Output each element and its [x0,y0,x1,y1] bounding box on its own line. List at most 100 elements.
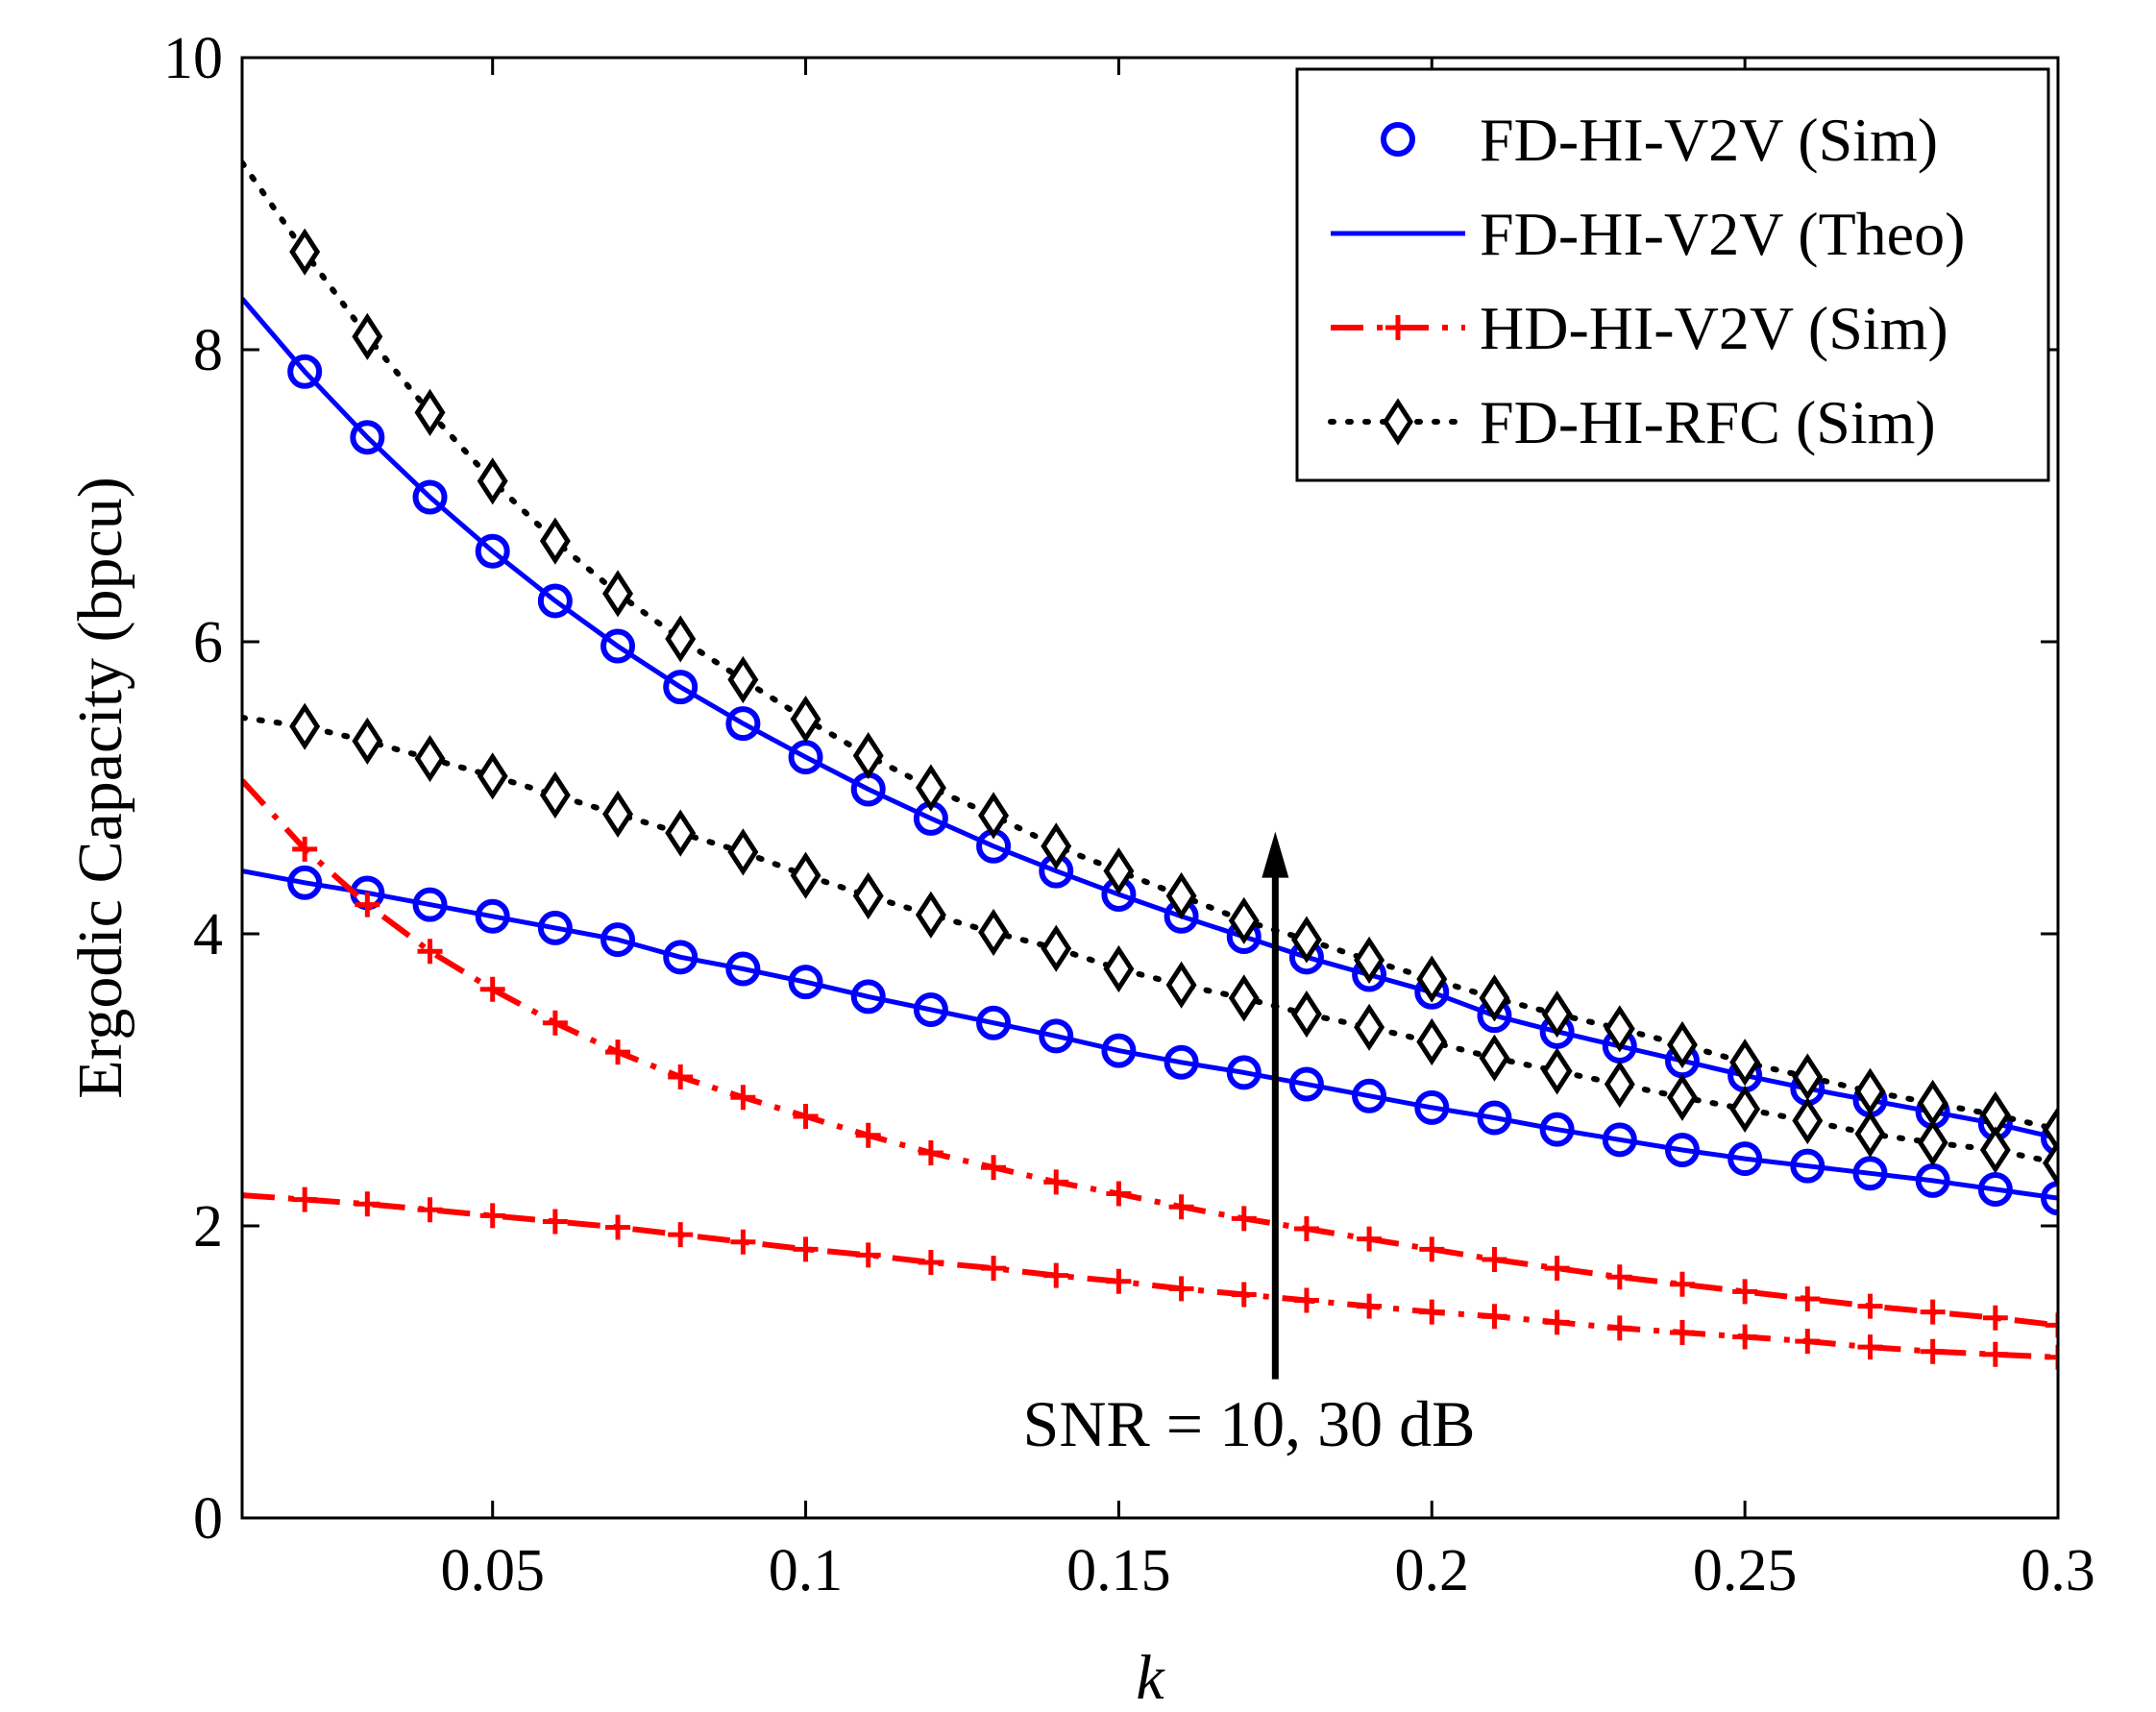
series-4-point-17 [1293,1216,1319,1242]
series-6-point-6 [602,570,634,618]
series-1 [242,868,2058,1201]
series-2-point-3 [475,533,510,569]
ticks-layer: 0.05 0.1 0.15 0.2 0.25 0.3 0 2 4 6 8 10 [163,26,2095,1603]
series-5-point-11 [918,1250,943,1275]
series-6-point-7 [665,615,697,663]
series-7-point-17 [1290,991,1322,1039]
series-2-point-28 [2041,1120,2058,1156]
series-7-point-11 [915,891,946,939]
legend-label-rfc-sim: FD-HI-RFC (Sim) [1480,388,1936,456]
series-4-point-13 [1043,1169,1069,1195]
series-2-point-0 [287,354,323,389]
series-4-point-10 [855,1122,881,1148]
series-7-point-18 [1354,1003,1385,1051]
series-5-point-21 [1544,1309,1570,1335]
series-7 [242,702,2058,1187]
series-line-1 [242,868,2058,1201]
series-6-point-22 [1604,1005,1635,1053]
series-4-point-2 [355,892,380,917]
series-4-point-22 [1606,1264,1632,1290]
legend-swatch-fd-sim [1381,122,1415,157]
series-3-point-17 [1352,1078,1387,1113]
series-6-point-21 [1541,991,1573,1039]
series-2-point-5 [600,628,636,664]
y-tick-label-3: 6 [193,610,223,675]
series-5-point-18 [1357,1293,1383,1319]
series-7-point-13 [1041,924,1072,972]
series-3-point-11 [976,1005,1012,1040]
legend-swatch-hd-sim [1331,315,1465,340]
series-3-point-3 [475,898,510,934]
series-7-point-6 [602,790,634,838]
series-5-point-4 [479,1203,505,1229]
series-4-point-16 [1231,1206,1257,1232]
series-3-point-28 [2041,1181,2058,1216]
series-5-point-15 [1168,1276,1194,1302]
series-4-point-14 [1106,1181,1132,1207]
series-3-point-8 [788,965,823,1000]
series-2-point-7 [725,706,761,742]
series-3-point-16 [1288,1066,1324,1102]
series-6-point-11 [915,764,946,812]
series-3-point-24 [1790,1148,1825,1184]
series-4-point-27 [1920,1299,1946,1325]
series-4-point-5 [542,1010,568,1036]
series-2-point-2 [412,479,448,515]
series-7-point-16 [1228,974,1260,1022]
series-6-point-19 [1416,955,1448,1003]
series-3-point-2 [412,887,448,922]
series-6-point-5 [539,517,571,565]
series-7-point-26 [1854,1110,1886,1158]
series-7-point-20 [1479,1034,1510,1082]
y-tick-label-4: 8 [193,318,223,383]
x-tick-label-2: 0.15 [1066,1538,1171,1603]
series-6-point-2 [352,312,383,360]
series-7-point-5 [539,771,571,819]
series-5-point-2 [355,1191,380,1217]
series-4-point-3 [417,939,443,965]
series-5-point-7 [668,1222,694,1248]
series-6-point-8 [727,655,759,704]
series-layer [242,159,2058,1370]
series-3-point-0 [287,865,323,900]
series-6-point-20 [1479,974,1510,1022]
x-tick-label-4: 0.25 [1693,1538,1798,1603]
series-4-point-8 [730,1085,756,1111]
y-axis-label: Ergodic Capacity (bpcu) [65,477,135,1099]
series-3-point-6 [663,940,698,975]
series-5-point-6 [605,1214,631,1240]
series-4 [242,778,2058,1338]
series-4-point-24 [1732,1279,1758,1305]
series-6-point-13 [1041,822,1072,870]
series-6-point-23 [1666,1020,1698,1069]
legend-entry-fd-theo: FD-HI-V2V (Theo) [1331,200,1965,268]
series-6-point-12 [978,792,1010,840]
series-4-point-7 [668,1064,694,1089]
legend-box [1295,67,2050,482]
series-3-point-7 [725,951,761,987]
series-5-point-28 [1982,1341,2008,1367]
series-7-point-2 [352,717,383,765]
series-7-point-24 [1729,1085,1761,1133]
series-7-point-7 [665,809,697,857]
x-axis-label: k [1136,1643,1165,1712]
legend-marker-2 [1385,315,1410,340]
x-tick-label-3: 0.2 [1395,1538,1470,1603]
legend-label-fd-sim: FD-HI-V2V (Sim) [1480,106,1938,174]
series-5-point-9 [793,1236,819,1262]
series-5-point-13 [1043,1262,1069,1288]
series-5-point-24 [1732,1324,1758,1350]
series-3-point-27 [1977,1172,2013,1207]
series-5-point-20 [1482,1304,1507,1330]
series-4-point-28 [1982,1305,2008,1331]
y-tick-label-5: 10 [163,26,223,91]
legend-label-fd-theo: FD-HI-V2V (Theo) [1480,200,1965,268]
series-6-point-24 [1729,1039,1761,1087]
series-7-point-21 [1541,1047,1573,1095]
series-7-point-3 [414,735,446,783]
series-6-point-18 [1354,936,1385,984]
series-7-point-23 [1666,1073,1698,1121]
series-5-point-14 [1106,1268,1132,1294]
series-4-point-4 [479,976,505,1002]
series-5-point-3 [417,1197,443,1223]
